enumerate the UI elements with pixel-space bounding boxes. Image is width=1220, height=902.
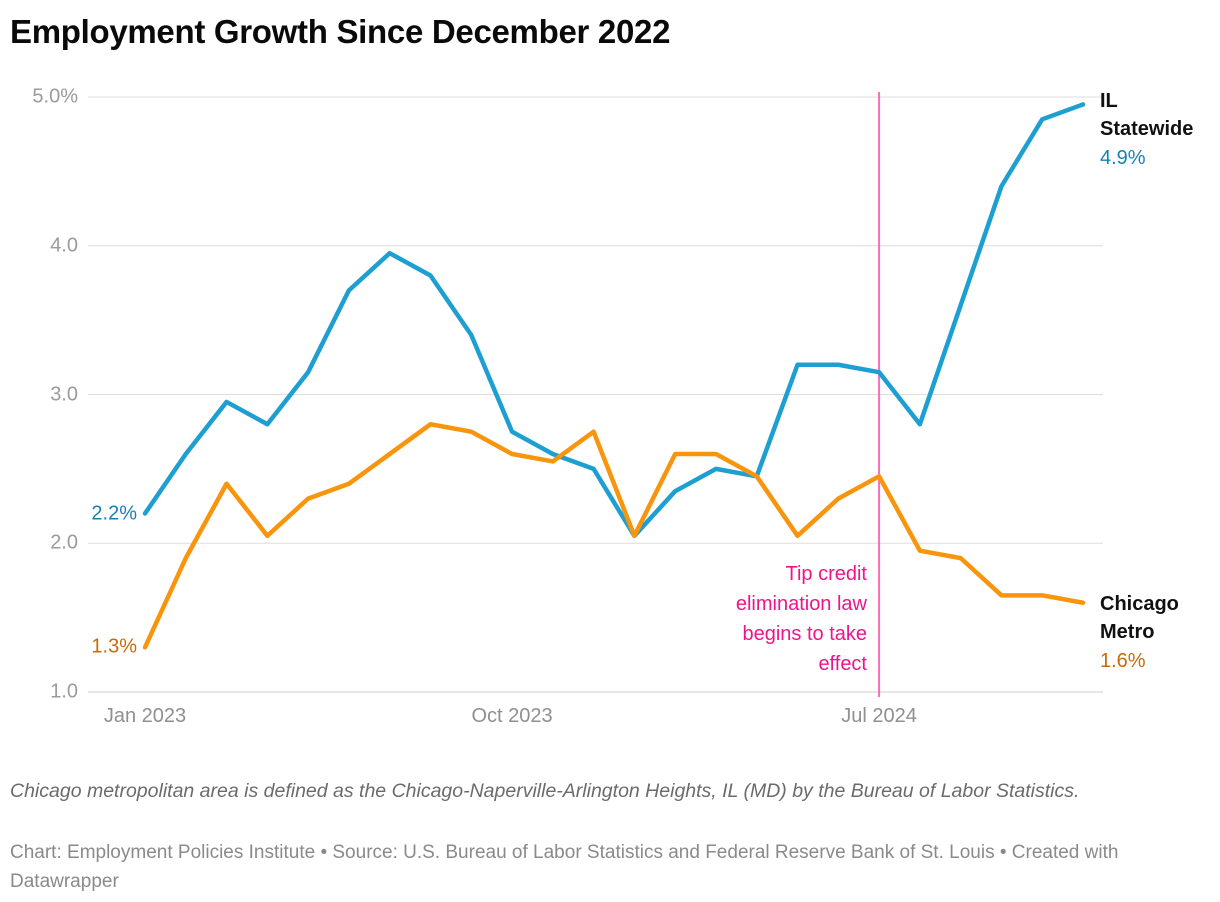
byline: Chart: Employment Policies Institute • S…: [10, 842, 1119, 892]
y-tick-label-1: 1.0: [50, 680, 78, 703]
y-tick-label-3: 3.0: [50, 383, 78, 405]
event-annotation-line3: begins to take: [742, 623, 867, 645]
il-statewide-series-label: IL Statewide: [1100, 87, 1218, 143]
event-annotation-line4: effect: [818, 653, 867, 675]
il-statewide-series-label-line2: Statewide: [1100, 118, 1194, 140]
x-tick-label-jan-2023: Jan 2023: [103, 705, 187, 727]
chicago-metro-end-value: 1.6%: [1100, 650, 1146, 672]
series-line-il-statewide: [142, 102, 1086, 539]
chicago-metro-series-label-line2: Metro: [1100, 621, 1155, 643]
chicago-metro-start-value: 1.3%: [91, 635, 137, 658]
chicago-metro-series-label-line1: Chicago: [1100, 593, 1179, 615]
il-statewide-end-value: 4.9%: [1100, 147, 1146, 169]
y-tick-label-4: 4.0: [50, 234, 78, 257]
y-tick-label-5: 5.0%: [32, 85, 78, 108]
il-statewide-series-label-line1: IL: [1100, 90, 1118, 112]
series-line-chicago-metro: [142, 422, 1086, 650]
y-tick-label-2: 2.0: [50, 531, 78, 554]
chicago-metro-series-label: Chicago Metro: [1100, 590, 1218, 646]
event-annotation-line1: Tip credit: [785, 563, 867, 585]
x-tick-label-oct-2023: Oct 2023: [471, 705, 553, 727]
event-annotation: Tip credit elimination law begins to tak…: [647, 559, 867, 679]
chart-title: Employment Growth Since December 2022: [10, 13, 671, 50]
event-annotation-line2: elimination law: [735, 593, 867, 615]
x-tick-label-jul-2024: Jul 2024: [841, 705, 917, 727]
il-statewide-start-value: 2.2%: [91, 502, 137, 524]
footnote: Chicago metropolitan area is defined as …: [10, 780, 1080, 802]
